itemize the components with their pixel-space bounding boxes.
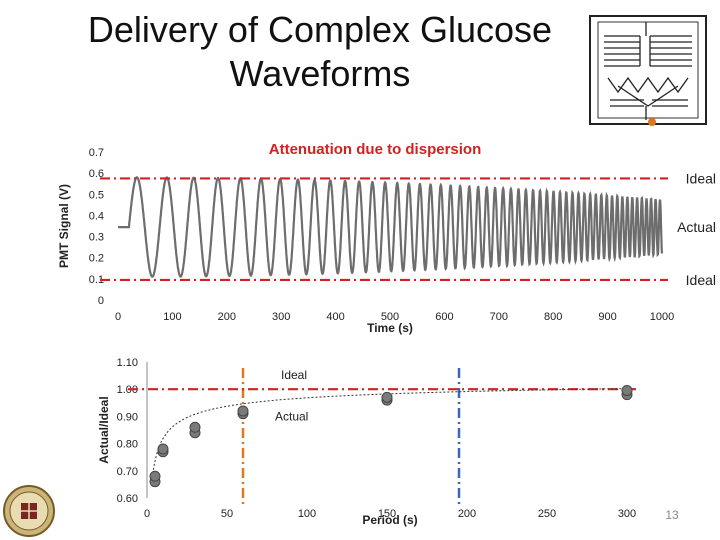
x-tick-label-3: 300 (272, 311, 290, 323)
data-point-7 (237, 405, 249, 417)
y-axis-label: Actual/Ideal (97, 396, 111, 463)
x-tick-label-0: 0 (144, 508, 150, 520)
microfluidic-device-image (589, 15, 707, 126)
y-tick-label-6: 0.6 (89, 168, 104, 180)
x-axis-label: Time (s) (367, 321, 413, 335)
actual-label-0: Actual (677, 219, 716, 235)
x-tick-label-3: 150 (378, 508, 396, 520)
chart-title: Attenuation due to dispersion (269, 141, 482, 158)
x-tick-label-6: 300 (618, 508, 636, 520)
y-tick-label-5: 1.10 (117, 357, 138, 369)
slide-number: 13 (665, 508, 679, 522)
slide-title: Delivery of Complex Glucose Waveforms (40, 8, 600, 96)
ideal-label-0: Ideal (281, 368, 307, 382)
y-tick-label-7: 0.7 (89, 147, 104, 159)
data-point-5 (189, 421, 201, 433)
x-tick-label-7: 700 (490, 311, 508, 323)
x-tick-label-2: 100 (298, 508, 316, 520)
ideal-label-0: Ideal (686, 170, 716, 186)
data-point-1 (149, 470, 161, 482)
y-tick-label-3: 0.90 (117, 411, 138, 423)
y-tick-label-4: 1.00 (117, 384, 138, 396)
y-tick-label-4: 0.4 (89, 210, 104, 222)
x-tick-label-4: 200 (458, 508, 476, 520)
actual-label-0: Actual (275, 409, 308, 423)
x-tick-label-6: 600 (435, 311, 453, 323)
x-axis-label: Period (s) (362, 513, 417, 527)
pmt-signal-chart: 0 0.1 0.2 0.3 0.4 0.5 0.6 0.7 0 100 200 300 400 500 60… (57, 141, 716, 335)
data-point-11 (621, 385, 633, 397)
y-tick-label-1: 0.70 (117, 466, 138, 478)
university-seal-image (3, 485, 55, 537)
slide-title-line-2: Waveforms (229, 53, 411, 94)
x-tick-label-1: 50 (221, 508, 233, 520)
signal-line (118, 176, 664, 278)
ideal-label-1: Ideal (686, 272, 716, 288)
y-tick-label-0: 0.60 (117, 493, 138, 505)
x-tick-label-10: 1000 (650, 311, 674, 323)
x-tick-label-0: 0 (115, 311, 121, 323)
data-point-9 (381, 391, 393, 403)
y-tick-label-5: 0.5 (89, 189, 104, 201)
x-tick-label-8: 800 (544, 311, 562, 323)
x-tick-label-9: 900 (598, 311, 616, 323)
slide-title-line-1: Delivery of Complex Glucose (87, 9, 553, 50)
y-tick-label-1: 0.1 (89, 274, 104, 286)
y-axis-label: PMT Signal (V) (57, 184, 71, 268)
y-tick-label-2: 0.80 (117, 439, 138, 451)
fit-curve (151, 388, 627, 482)
y-tick-label-3: 0.3 (89, 232, 104, 244)
data-point-3 (157, 443, 169, 455)
x-tick-label-1: 100 (163, 311, 181, 323)
y-tick-label-0: 0 (98, 295, 104, 307)
x-tick-label-5: 500 (381, 311, 399, 323)
x-tick-label-4: 400 (326, 311, 344, 323)
y-tick-label-2: 0.2 (89, 253, 104, 265)
x-tick-label-5: 250 (538, 508, 556, 520)
x-tick-label-2: 200 (218, 311, 236, 323)
